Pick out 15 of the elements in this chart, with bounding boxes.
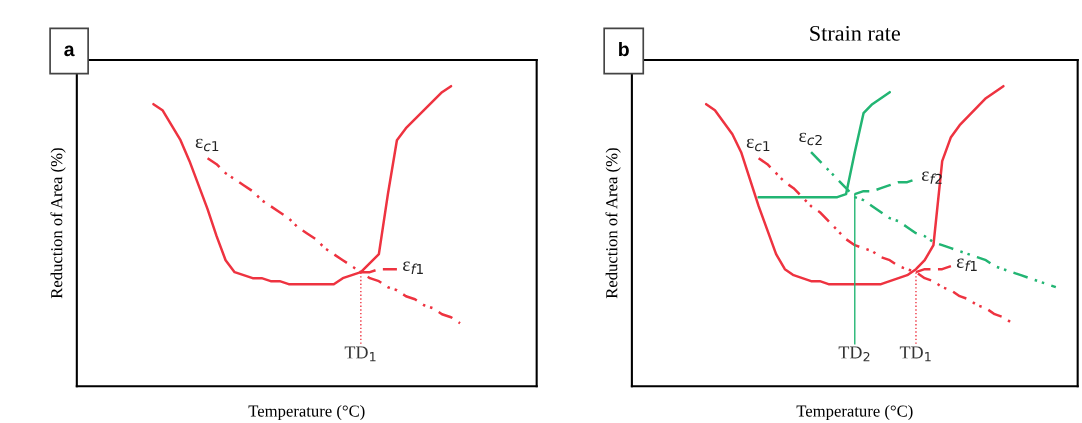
annotation: TD$_{1}$: [899, 346, 931, 362]
chart-title: Strain rate: [810, 25, 900, 41]
series-label: ε$_{f1}$: [956, 258, 977, 271]
x-axis-title: Temperature (°C): [248, 404, 365, 421]
annotation: TD$_{2}$: [838, 346, 870, 362]
y-axis-title: Reduction of Area (%): [50, 148, 66, 299]
y-axis-title: Reduction of Area (%): [605, 148, 621, 299]
annotation: TD$_{1}$: [344, 346, 376, 362]
x-axis-title: Temperature (°C): [796, 404, 913, 421]
series-label: ε$_{c1}$: [195, 138, 219, 152]
series-label: ε$_{c1}$: [746, 138, 770, 152]
series-label: ε$_{c2}$: [799, 132, 822, 146]
text: b: [619, 41, 629, 57]
text: a: [64, 45, 75, 57]
series-label: ε$_{f1}$: [403, 261, 423, 274]
